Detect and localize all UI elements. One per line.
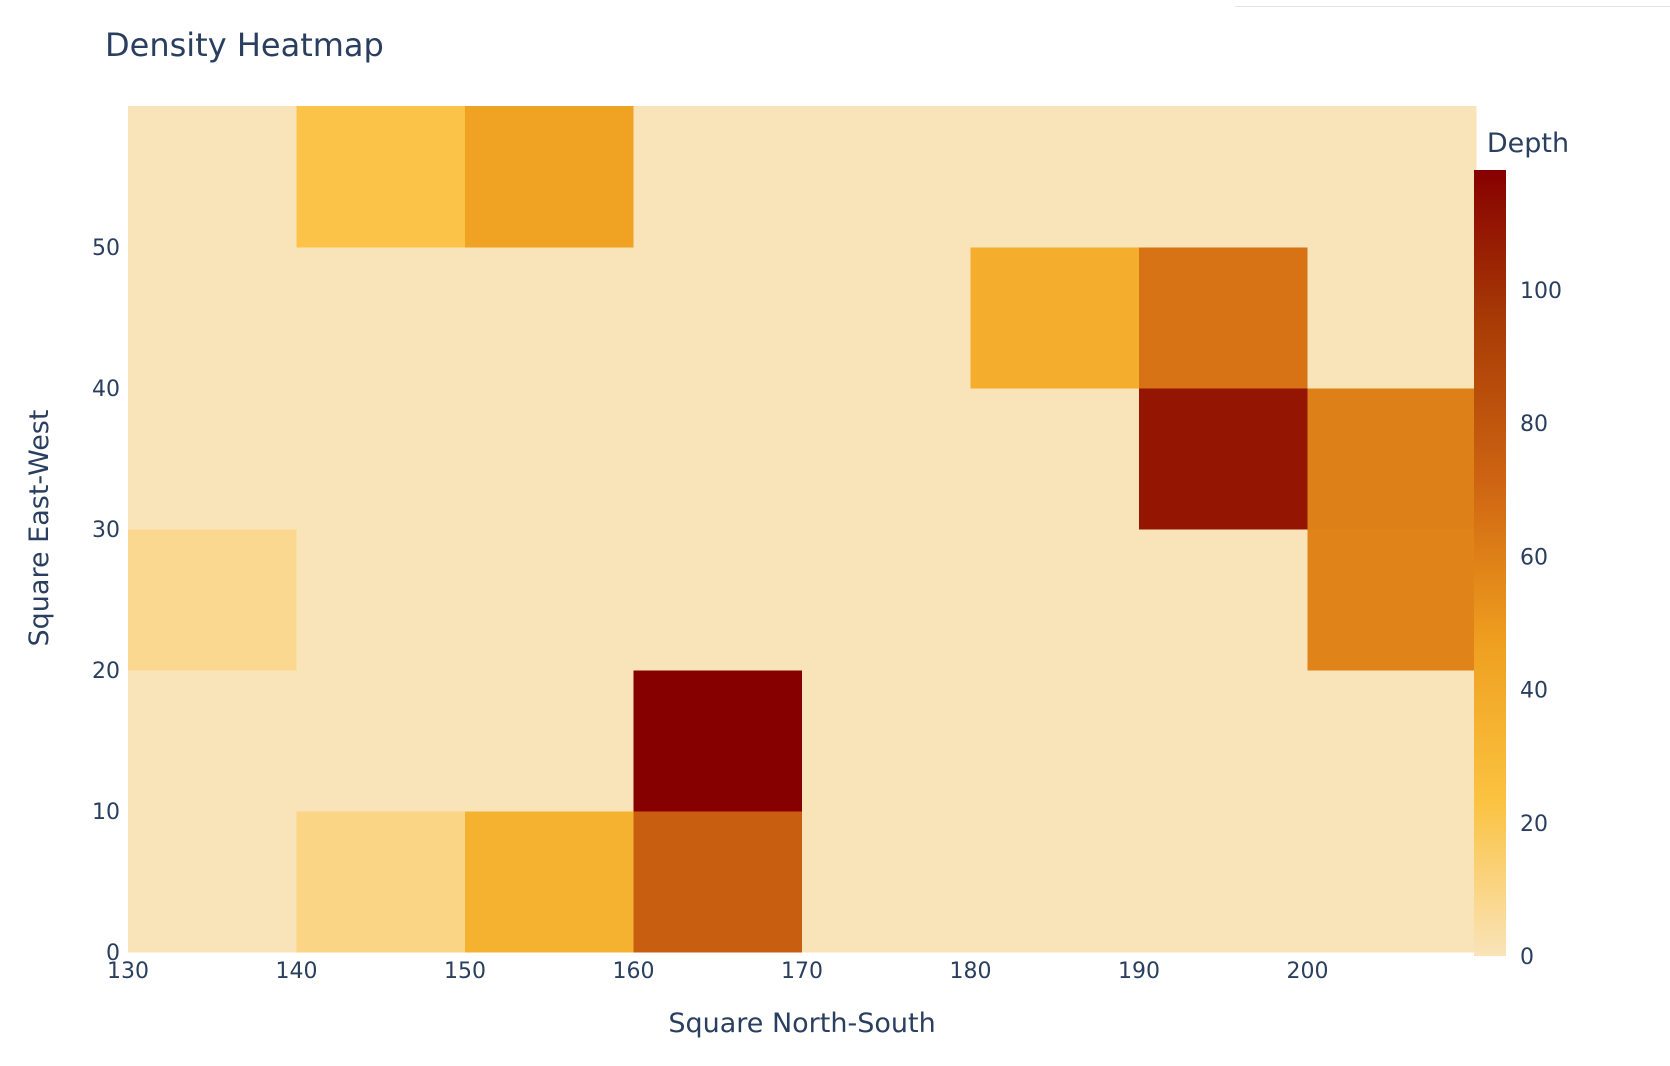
- y-axis-label: Square East-West: [24, 410, 55, 647]
- y-tick-label: 30: [92, 518, 120, 543]
- heatmap-cell[interactable]: [296, 247, 466, 389]
- x-axis: 130 140 150 160 170 180 190 200: [107, 959, 1329, 984]
- y-tick-label: 50: [92, 236, 120, 261]
- heatmap-cell[interactable]: [296, 529, 466, 671]
- heatmap-cell[interactable]: [633, 529, 803, 671]
- heatmap-cell[interactable]: [970, 247, 1140, 389]
- x-tick-label: 200: [1287, 959, 1329, 984]
- heatmap-cell[interactable]: [128, 106, 297, 248]
- heatmap-cell[interactable]: [296, 106, 466, 248]
- y-tick-label: 0: [106, 941, 120, 966]
- heatmap-cell[interactable]: [465, 811, 634, 953]
- colorbar-tick-label: 0: [1520, 945, 1534, 970]
- heatmap-cell[interactable]: [296, 811, 466, 953]
- colorbar-tick-label: 100: [1520, 279, 1562, 304]
- colorbar-tick-label: 80: [1520, 412, 1548, 437]
- heatmap-cell[interactable]: [1307, 670, 1477, 812]
- colorbar-tick-label: 20: [1520, 812, 1548, 837]
- x-tick-label: 190: [1118, 959, 1160, 984]
- heatmap-cell[interactable]: [128, 529, 297, 671]
- heatmap-cell[interactable]: [128, 247, 297, 389]
- heatmap-cell[interactable]: [1307, 811, 1477, 953]
- heatmap-cell[interactable]: [1139, 670, 1308, 812]
- x-tick-label: 160: [613, 959, 655, 984]
- heatmap-cell[interactable]: [633, 670, 803, 812]
- colorbar[interactable]: 0 20 40 60 80 100: [1474, 170, 1562, 970]
- heatmap-cell[interactable]: [1139, 529, 1308, 671]
- chart-title: Density Heatmap: [105, 26, 384, 64]
- y-tick-label: 40: [92, 377, 120, 402]
- heatmap-cell[interactable]: [1307, 247, 1477, 389]
- x-tick-label: 130: [107, 959, 149, 984]
- colorbar-tick-label: 60: [1520, 545, 1548, 570]
- heatmap-cell[interactable]: [970, 529, 1140, 671]
- heatmap-cell[interactable]: [802, 388, 971, 530]
- heatmap-cell[interactable]: [465, 529, 634, 671]
- heatmap-cell[interactable]: [633, 247, 803, 389]
- x-tick-label: 150: [444, 959, 486, 984]
- heatmap-cell[interactable]: [802, 529, 971, 671]
- heatmap-cell[interactable]: [802, 670, 971, 812]
- heatmap-cell[interactable]: [633, 811, 803, 953]
- y-tick-label: 10: [92, 800, 120, 825]
- y-tick-label: 20: [92, 659, 120, 684]
- x-tick-label: 170: [781, 959, 823, 984]
- heatmap-cell[interactable]: [1139, 811, 1308, 953]
- colorbar-title: Depth: [1487, 128, 1569, 159]
- heatmap-cell[interactable]: [465, 670, 634, 812]
- toolbar-edge: [1235, 0, 1670, 7]
- heatmap-cell[interactable]: [1139, 106, 1308, 248]
- heatmap-cell[interactable]: [1139, 388, 1308, 530]
- heatmap-cell[interactable]: [128, 670, 297, 812]
- heatmap-cell[interactable]: [802, 106, 971, 248]
- heatmap-cell[interactable]: [128, 811, 297, 953]
- heatmap-cell[interactable]: [633, 388, 803, 530]
- heatmap-cell[interactable]: [1307, 106, 1477, 248]
- heatmap-cell[interactable]: [802, 247, 971, 389]
- x-tick-label: 140: [276, 959, 318, 984]
- heatmap-cell[interactable]: [970, 388, 1140, 530]
- heatmap-cell[interactable]: [970, 811, 1140, 953]
- heatmap-cell[interactable]: [1307, 388, 1477, 530]
- heatmap-cell[interactable]: [465, 247, 634, 389]
- heatmap-cell[interactable]: [1139, 247, 1308, 389]
- colorbar-gradient: [1474, 170, 1506, 956]
- heatmap-cell[interactable]: [465, 388, 634, 530]
- heatmap-cell[interactable]: [465, 106, 634, 248]
- heatmap-cell[interactable]: [970, 106, 1140, 248]
- heatmap-cell[interactable]: [802, 811, 971, 953]
- x-tick-label: 180: [950, 959, 992, 984]
- heatmap-cell[interactable]: [296, 670, 466, 812]
- colorbar-tick-label: 40: [1520, 679, 1548, 704]
- plot-area: [128, 106, 1477, 953]
- y-axis: 0 10 20 30 40 50: [92, 236, 120, 966]
- heatmap-cell[interactable]: [970, 670, 1140, 812]
- x-axis-label: Square North-South: [668, 1008, 935, 1039]
- heatmap-cell[interactable]: [1307, 529, 1477, 671]
- heatmap-cell[interactable]: [128, 388, 297, 530]
- heatmap-cell[interactable]: [633, 106, 803, 248]
- heatmap-cell[interactable]: [296, 388, 466, 530]
